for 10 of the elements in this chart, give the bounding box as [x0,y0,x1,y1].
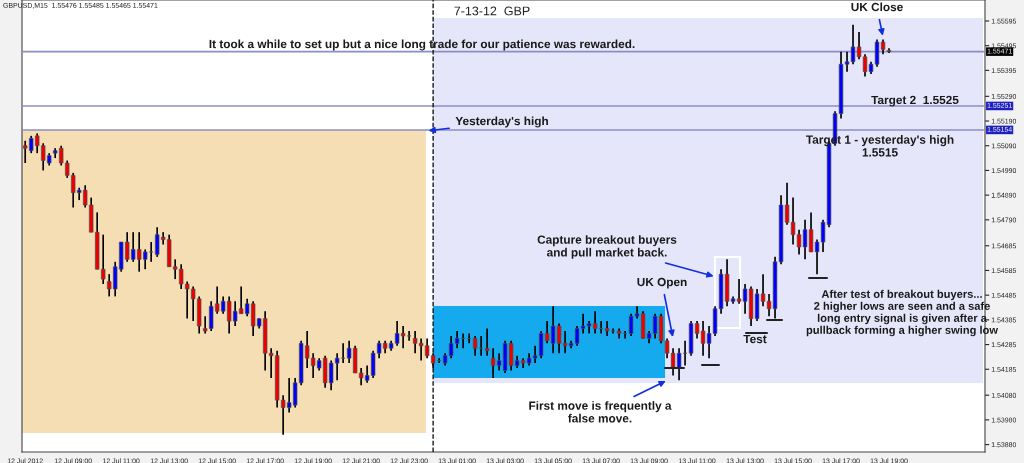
annotation: Yesterday's high [455,116,548,128]
annotation: Capture breakout buyers and pull market back. [537,235,677,259]
annotation: Target 2 1.5525 [871,95,959,107]
annotation: First move is frequently a false move. [529,401,672,423]
chart-title: 7-13-12 GBP [454,6,530,16]
annotation: UK Close [851,2,903,12]
annotation: UK Open [637,277,687,289]
annotation: It took a while to set up but a nice long trade for our patience was rewarded. [209,39,635,51]
annotation: Test [743,334,767,344]
candlestick [484,327,490,357]
